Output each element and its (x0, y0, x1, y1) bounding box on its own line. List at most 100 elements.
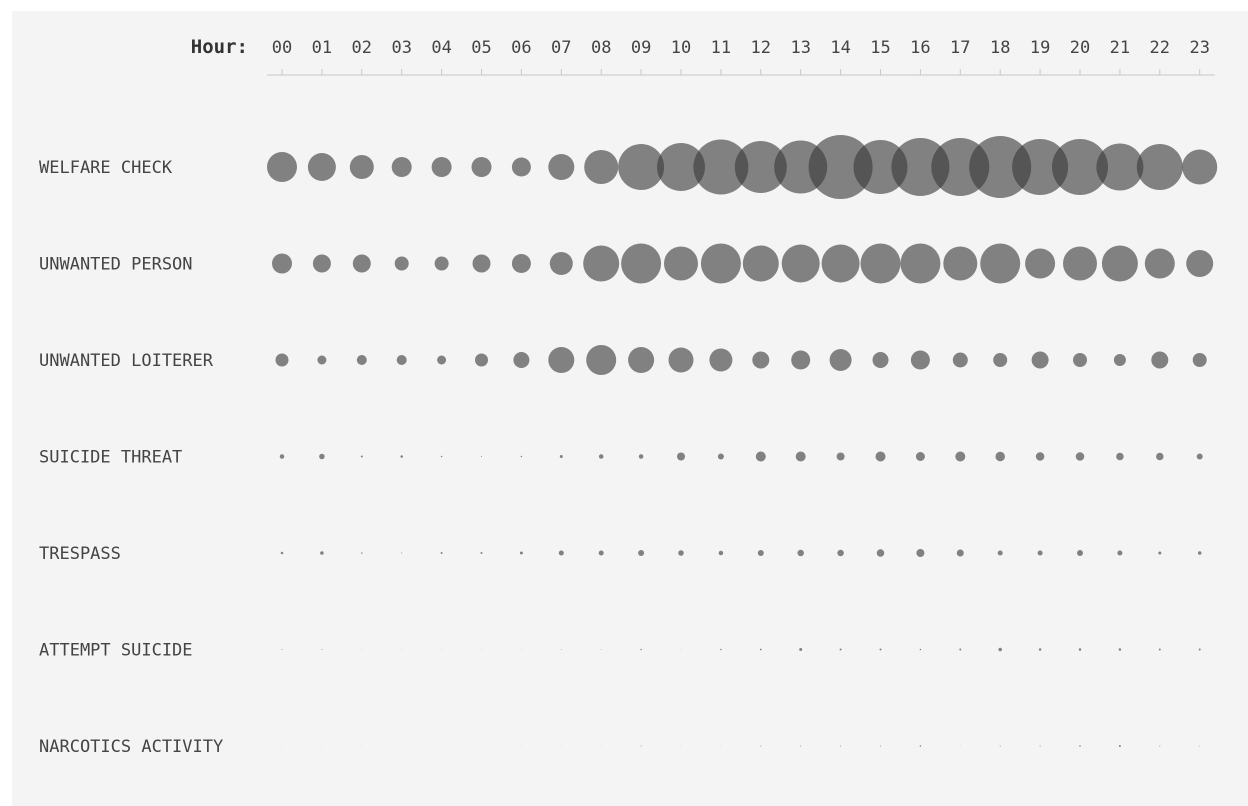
bubble (795, 451, 806, 462)
bubble (1038, 648, 1042, 651)
bubble (875, 451, 886, 462)
hour-tick-label: 06 (511, 38, 531, 58)
bubble (999, 745, 1001, 747)
hour-tick-label: 17 (950, 38, 970, 58)
bubble (481, 456, 482, 457)
bubble (1196, 453, 1203, 460)
bubble (998, 647, 1002, 652)
bubble (1151, 351, 1169, 369)
category-label: SUICIDE THREAT (39, 448, 182, 468)
bubble (1186, 250, 1214, 277)
bubble (808, 135, 873, 199)
bubble (481, 649, 482, 650)
bubble (356, 355, 367, 365)
bubble (434, 256, 449, 271)
bubble (879, 648, 882, 651)
hour-tick-label: 12 (751, 38, 771, 58)
bubble (638, 454, 644, 459)
bubble (281, 745, 283, 747)
bubble (677, 452, 685, 461)
bubble (1078, 648, 1082, 651)
bubble (1077, 550, 1083, 556)
bubble (821, 244, 860, 283)
bubble (995, 451, 1005, 462)
hour-tick-label: 23 (1189, 38, 1209, 58)
bubble (900, 243, 941, 284)
bubble (1096, 143, 1144, 191)
bubble (943, 246, 978, 281)
bubble (440, 455, 443, 458)
bubble (401, 649, 402, 650)
bubble-chart: Hour: 00 01 02 03 04 05 06 07 08 09 10 11 12 13 14 15 16… (39, 36, 1218, 757)
bubble (1197, 551, 1202, 555)
bubble (391, 157, 412, 177)
bubble (275, 353, 289, 367)
bubble (521, 745, 522, 747)
bubble (548, 347, 575, 373)
bubble (513, 352, 530, 368)
bubble (352, 254, 371, 273)
bubble (361, 745, 363, 747)
category-label: WELFARE CHECK (39, 158, 173, 178)
category-label: ATTEMPT SUICIDE (39, 641, 193, 661)
bubble (281, 649, 283, 650)
bubble (853, 140, 908, 194)
bubble (584, 150, 619, 184)
bubble (1118, 648, 1122, 651)
bubble (441, 649, 442, 650)
bubble (317, 355, 327, 365)
bubble (668, 347, 694, 373)
bubble (969, 136, 1032, 198)
bubble (1101, 245, 1138, 282)
bubble (400, 455, 403, 458)
bubble (480, 552, 483, 554)
bubble (549, 252, 573, 275)
bubble (638, 550, 645, 556)
hour-axis: Hour: 00 01 02 03 04 05 06 07 08 09 10 11 12 13 14 15 16… (191, 36, 1215, 76)
bubble (319, 453, 325, 460)
bubble (742, 245, 779, 282)
hour-tick-label: 14 (830, 38, 850, 58)
bubble (839, 648, 842, 651)
bubble (1118, 745, 1121, 747)
bubble (836, 452, 845, 461)
bubble (693, 139, 749, 195)
bubble (680, 649, 682, 650)
bubble (791, 350, 811, 370)
bubble (598, 454, 604, 459)
bubble (1035, 452, 1045, 461)
bubble (700, 243, 741, 284)
bubble (520, 455, 523, 458)
bubble (560, 649, 562, 650)
bubble (657, 143, 705, 191)
bubble (960, 745, 961, 747)
hour-tick-label: 13 (790, 38, 810, 58)
bubble (910, 350, 930, 370)
bubble (720, 745, 722, 747)
bubble (1158, 648, 1161, 651)
category-label: NARCOTICS ACTIVITY (39, 737, 223, 757)
bubble (521, 649, 522, 650)
bubble-grid (267, 135, 1218, 747)
hour-tick-label: 22 (1150, 38, 1170, 58)
bubble (475, 353, 488, 367)
bubble (279, 454, 285, 459)
bubble (718, 550, 724, 556)
bubble (734, 141, 787, 193)
bubble (321, 649, 323, 650)
bubble (997, 550, 1003, 556)
chart-panel: Hour: 00 01 02 03 04 05 06 07 08 09 10 11 12 13 14 15 16… (12, 11, 1248, 806)
bubble (993, 353, 1008, 367)
hour-tick-label: 20 (1070, 38, 1090, 58)
hour-tick-label: 21 (1110, 38, 1130, 58)
bubble (312, 254, 331, 273)
hour-tick-label: 07 (551, 38, 571, 58)
bubble (919, 745, 922, 747)
bubble (519, 551, 523, 555)
bubble (916, 549, 925, 557)
bubble (1182, 149, 1218, 185)
bubble (1144, 248, 1175, 279)
bubble (621, 243, 662, 284)
bubble (437, 355, 447, 365)
hour-axis-title: Hour: (191, 36, 248, 58)
